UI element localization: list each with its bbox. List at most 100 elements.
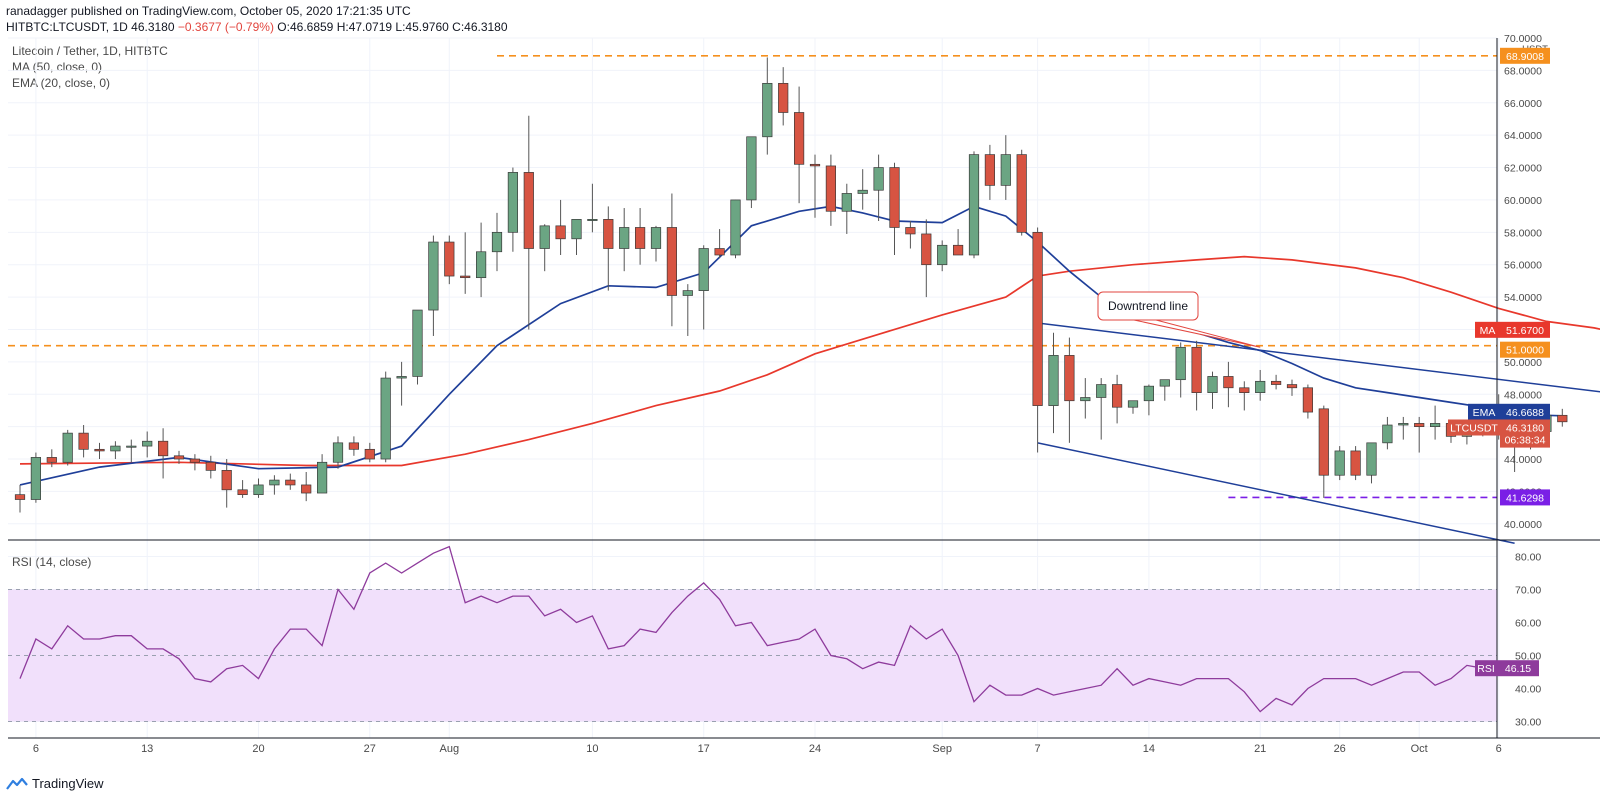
candle	[46, 449, 57, 468]
candle-body	[809, 163, 821, 167]
time-axis-label: 17	[698, 743, 710, 755]
candle-body	[348, 442, 359, 450]
candle-body	[1223, 376, 1234, 389]
rsi-legend[interactable]: RSI (14, close)	[12, 555, 92, 569]
time-axis-label: Oct	[1411, 743, 1428, 755]
candle	[905, 220, 916, 249]
price-axis-label: 66.0000	[1504, 98, 1542, 110]
price-axis-label: 54.0000	[1504, 292, 1542, 304]
rsi-name-tag-bg	[1475, 660, 1497, 677]
time-axis-label: Sep	[932, 743, 952, 755]
candle-body	[1096, 384, 1107, 398]
candle-body	[984, 154, 996, 186]
candle	[332, 436, 344, 469]
candle	[984, 144, 996, 200]
price-axis-label: 64.0000	[1504, 130, 1542, 142]
candle	[205, 455, 216, 479]
candle	[1032, 227, 1043, 453]
candle	[1557, 408, 1568, 427]
countdown-tag: 06:38:34	[1500, 431, 1550, 448]
candle	[746, 136, 757, 209]
candle	[221, 459, 232, 508]
candle	[1239, 381, 1250, 411]
candle-body	[205, 461, 216, 471]
countdown-tag-bg	[1500, 431, 1550, 448]
ema-legend[interactable]: EMA (20, close, 0)	[12, 76, 111, 90]
ema-line	[19, 205, 1563, 486]
level-tag-text: 41.6298	[1506, 492, 1544, 504]
annotation: Downtrend line	[1097, 291, 1261, 348]
candle	[1429, 405, 1441, 440]
level-tag: 41.6298	[1500, 489, 1550, 506]
ma-name-tag-text: MA	[1480, 325, 1496, 337]
candle-body	[30, 457, 41, 500]
high-value: H:47.0719	[336, 20, 393, 34]
candle-body	[539, 225, 550, 249]
ema-name-tag: EMA	[1468, 403, 1500, 420]
price-change: −0.3677 (−0.79%)	[177, 20, 274, 34]
candle	[1000, 135, 1011, 200]
candle-body	[1382, 424, 1393, 444]
candle-body	[952, 244, 964, 256]
horizontal-levels	[8, 54, 1497, 499]
candle	[523, 115, 534, 330]
candle	[14, 484, 26, 513]
last-price: 46.3180	[131, 20, 175, 34]
candle-body	[1111, 384, 1123, 408]
rsi-axis-label: 60.00	[1515, 618, 1541, 630]
candle-body	[571, 219, 582, 240]
ltc-name-tag-bg	[1448, 419, 1500, 436]
ma-value-tag: 51.6700	[1500, 321, 1550, 338]
footer-brand[interactable]: TradingView	[32, 776, 104, 791]
candle-body	[1048, 355, 1059, 406]
candle-body	[698, 248, 709, 291]
candle	[1096, 378, 1107, 440]
time-axis-label: 26	[1334, 743, 1346, 755]
candle	[698, 245, 709, 330]
candle	[1334, 446, 1345, 481]
candle-body	[158, 440, 169, 457]
candle-body	[1175, 346, 1186, 381]
ema-name-tag-bg	[1468, 403, 1500, 420]
candle	[762, 57, 773, 155]
candle	[1175, 342, 1186, 398]
candle-body	[682, 290, 693, 296]
trendlines	[1037, 322, 1600, 544]
time-axis-label: 14	[1143, 743, 1155, 755]
candle-body	[237, 489, 248, 496]
candle	[269, 475, 280, 495]
annotation-box	[1097, 291, 1199, 321]
trendline	[1037, 442, 1515, 544]
candle-body	[1159, 379, 1170, 387]
candle	[126, 439, 137, 463]
price-axis-label: 58.0000	[1504, 227, 1542, 239]
candle	[682, 284, 693, 336]
price-axis-label: 44.0000	[1504, 454, 1542, 466]
candle	[619, 208, 630, 272]
candle	[348, 436, 359, 456]
candle	[1127, 400, 1139, 414]
rsi-value-tag-bg	[1497, 660, 1539, 677]
candle	[253, 478, 264, 498]
candle	[809, 154, 821, 218]
candle	[1080, 378, 1091, 419]
candle-body	[317, 461, 328, 494]
candle-body	[476, 251, 487, 279]
candle-body	[968, 154, 980, 256]
rsi-axis-label: 70.00	[1515, 585, 1541, 597]
candle	[380, 371, 391, 463]
candle	[1382, 416, 1393, 450]
candle-body	[94, 448, 105, 452]
chart-title[interactable]: Litecoin / Tether, 1D, HITBTC	[12, 44, 168, 58]
candle-body	[62, 432, 73, 463]
open-value: O:46.6859	[277, 20, 334, 34]
level-tag: 68.9008	[1500, 47, 1550, 64]
ema-name-tag-text: EMA	[1473, 407, 1496, 419]
candle	[571, 219, 582, 255]
level-tag: 51.0000	[1500, 341, 1550, 358]
candle-body	[126, 445, 137, 448]
ma-line	[19, 255, 1600, 467]
candle	[301, 471, 312, 502]
candle	[587, 183, 598, 233]
